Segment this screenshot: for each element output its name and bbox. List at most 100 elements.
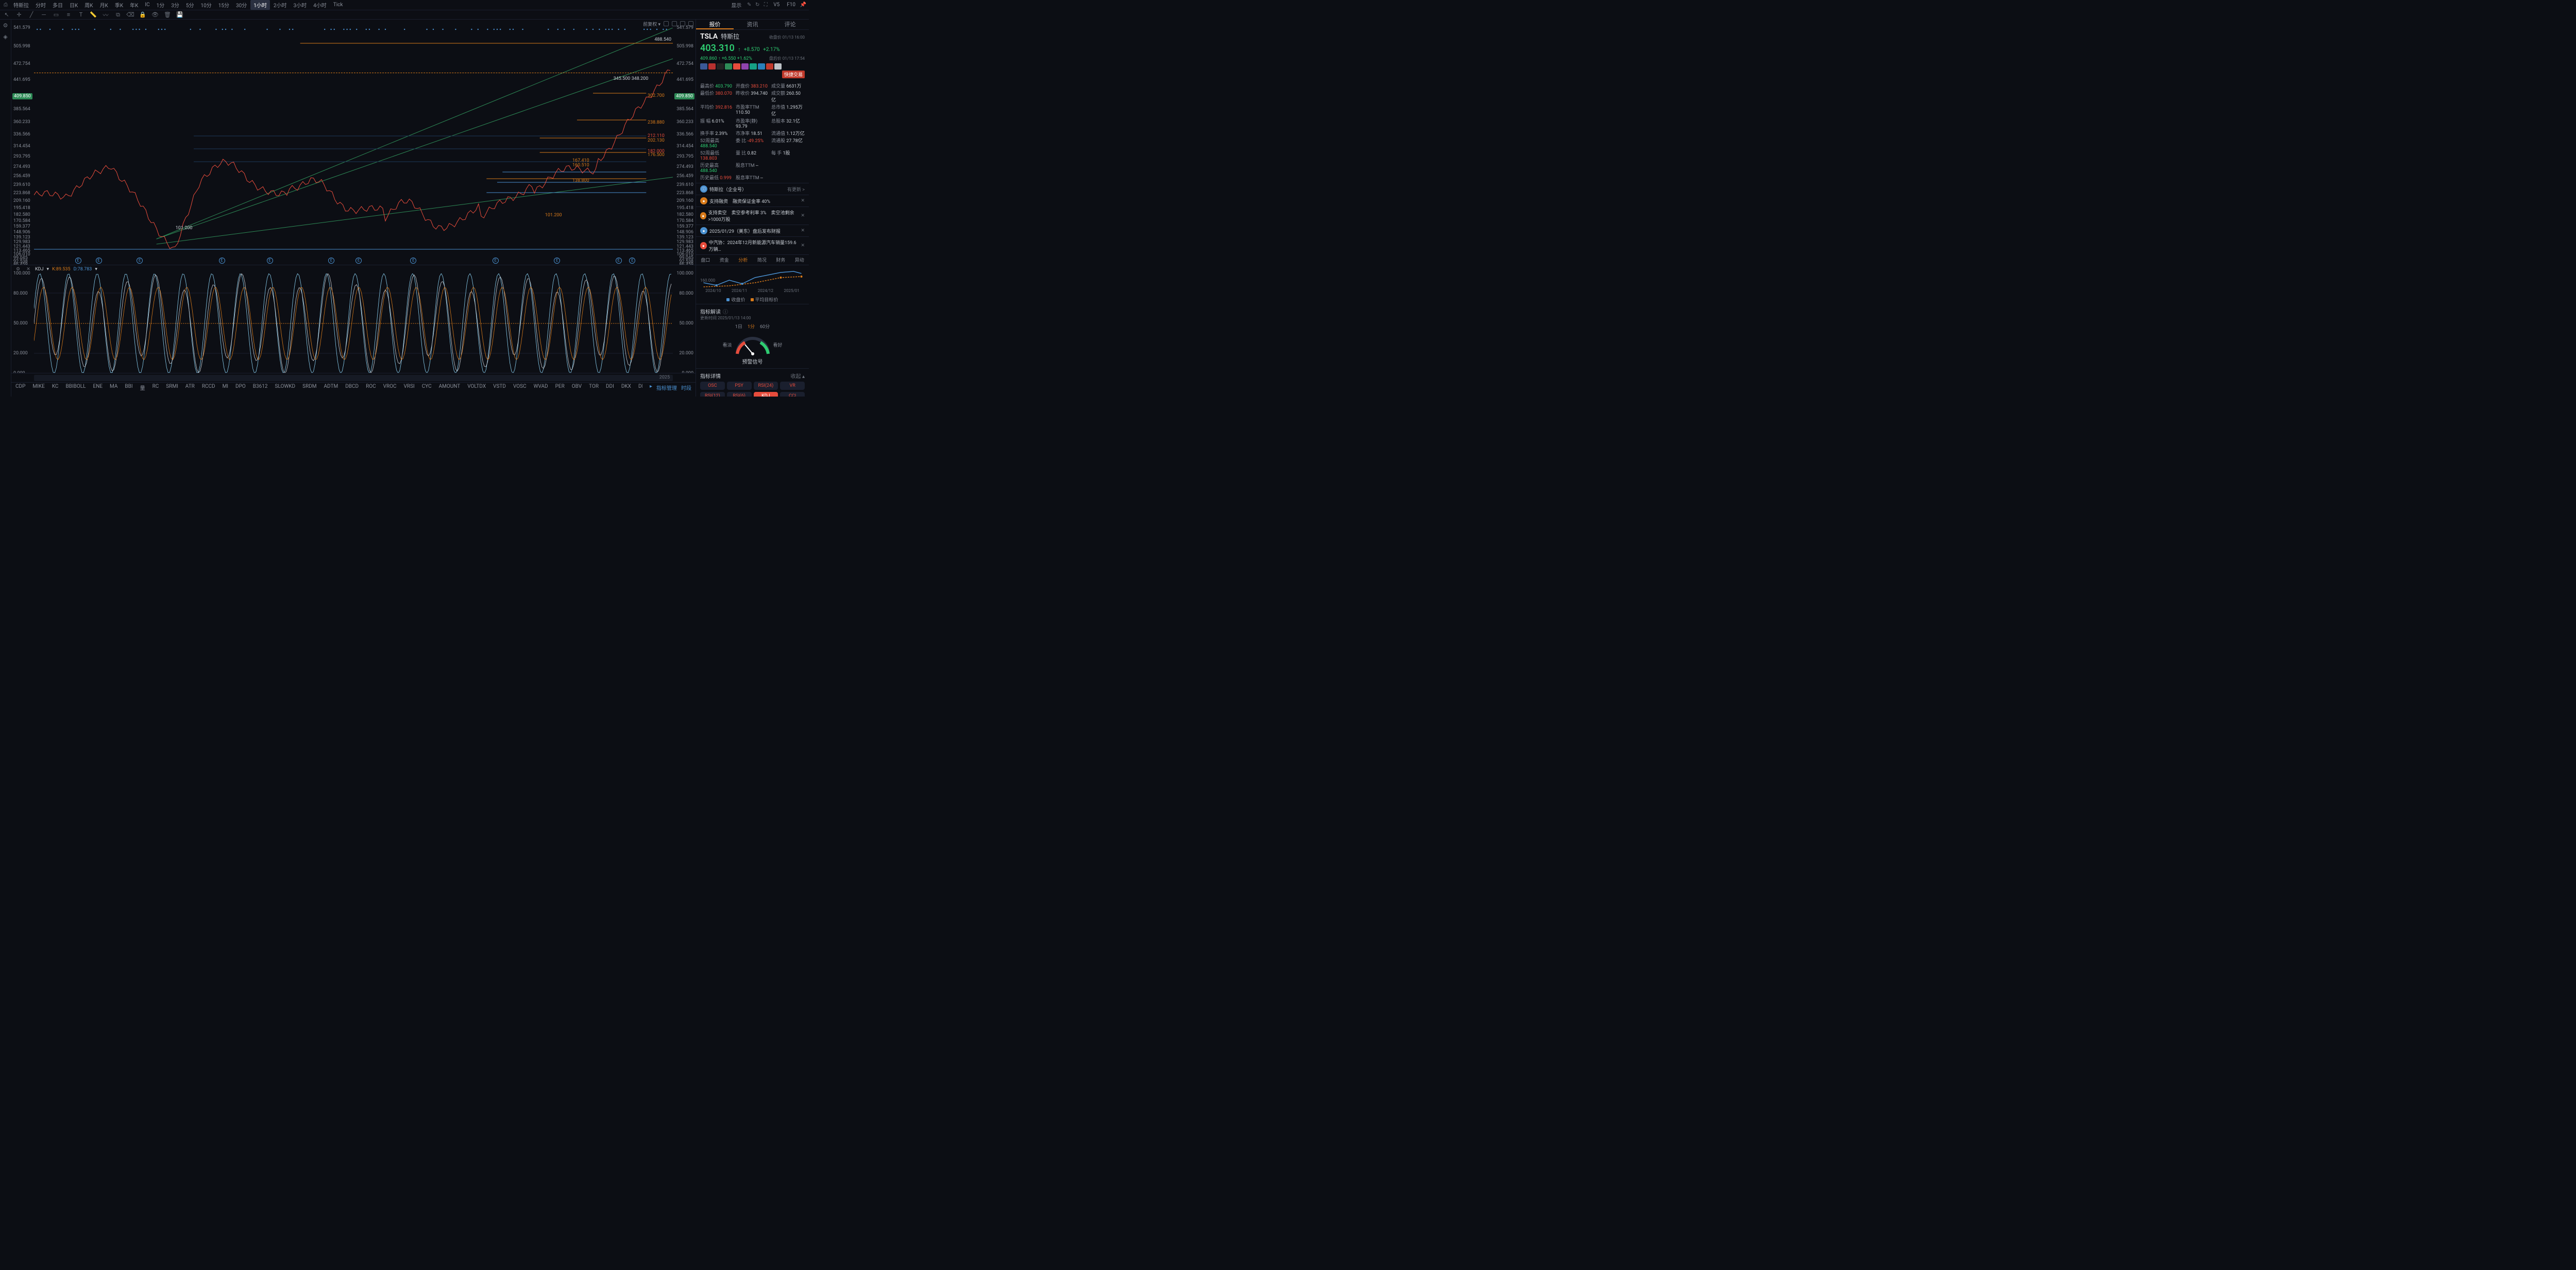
indicator-SRDM[interactable]: SRDM bbox=[302, 384, 316, 391]
fib-icon[interactable]: ≡ bbox=[65, 11, 72, 19]
v5-button[interactable]: V5 bbox=[770, 1, 783, 9]
earnings-marker[interactable]: E bbox=[267, 258, 273, 264]
fuquan-dropdown[interactable]: 前复权 ▾ bbox=[643, 21, 660, 27]
enterprise-row[interactable]: ●支持融资 融资保证金率 40%✕ bbox=[696, 195, 809, 207]
indicator-manage[interactable]: 指标管理 bbox=[656, 384, 677, 391]
info-badge[interactable] bbox=[717, 63, 724, 70]
info-badge[interactable] bbox=[774, 63, 782, 70]
trend-line-icon[interactable]: ╱ bbox=[28, 11, 35, 19]
indicator-SRMI[interactable]: SRMI bbox=[166, 384, 178, 391]
magnet-icon[interactable]: ⧉ bbox=[114, 11, 122, 19]
day-tab-1日[interactable]: 1日 bbox=[735, 323, 742, 330]
indicator-DMI[interactable]: DMI bbox=[638, 384, 642, 391]
cursor-icon[interactable]: ↖ bbox=[3, 11, 10, 19]
indicator-KC[interactable]: KC bbox=[52, 384, 59, 391]
enterprise-row[interactable]: ●2025/01/29（美东）盘后发布财报✕ bbox=[696, 225, 809, 236]
indicator-B3612[interactable]: B3612 bbox=[253, 384, 268, 391]
indicator-CYC[interactable]: CYC bbox=[422, 384, 432, 391]
indicator-量[interactable]: 量 bbox=[140, 384, 145, 391]
timeframe-日K[interactable]: 日K bbox=[66, 0, 81, 10]
pin-icon[interactable]: 📌 bbox=[800, 2, 807, 9]
indicator-DKX[interactable]: DKX bbox=[621, 384, 631, 391]
info-badge[interactable] bbox=[725, 63, 732, 70]
info-badge[interactable] bbox=[741, 63, 749, 70]
ind-pill-VR[interactable]: VR bbox=[780, 382, 805, 390]
enterprise-row[interactable]: ●中汽协：2024年12月新能源汽车销量159.6万辆…✕ bbox=[696, 236, 809, 254]
mini-price-chart[interactable]: 160.000 2024/102024/112024/122025/01 bbox=[700, 267, 805, 293]
enterprise-row[interactable]: ●支持卖空 卖空参考利率 3% 卖空池剩余 >1000万股✕ bbox=[696, 207, 809, 225]
indicator-CDP[interactable]: CDP bbox=[15, 384, 25, 391]
timeframe-IC[interactable]: IC bbox=[142, 1, 152, 9]
info-badge[interactable] bbox=[750, 63, 757, 70]
book-icon[interactable]: ⎙ bbox=[2, 2, 9, 9]
timeframe-年K[interactable]: 年K bbox=[127, 0, 141, 10]
timeframe-30分[interactable]: 30分 bbox=[233, 0, 250, 10]
indicator-VOLTDX[interactable]: VOLTDX bbox=[467, 384, 486, 391]
indicator-TOR[interactable]: TOR bbox=[589, 384, 599, 391]
timeframe-月K[interactable]: 月K bbox=[97, 0, 111, 10]
indicator-DPO[interactable]: DPO bbox=[235, 384, 246, 391]
info-badge[interactable] bbox=[766, 63, 773, 70]
timeframe-2小时[interactable]: 2小时 bbox=[270, 0, 290, 10]
sub-tab-异动[interactable]: 异动 bbox=[790, 255, 809, 265]
indicator-MIKE[interactable]: MIKE bbox=[32, 384, 44, 391]
hline-icon[interactable]: ─ bbox=[40, 11, 47, 19]
list-icon[interactable] bbox=[664, 21, 669, 26]
kdj-chart[interactable]: 100.00080.00050.00020.0000.000 100.00080… bbox=[11, 273, 696, 373]
ind-pill-OSC[interactable]: OSC bbox=[700, 382, 725, 390]
timeframe-15分[interactable]: 15分 bbox=[215, 0, 232, 10]
time-session[interactable]: 时段 bbox=[681, 384, 691, 391]
ind-pill-RSI(24)[interactable]: RSI(24) bbox=[754, 382, 778, 390]
indicator-RC[interactable]: RC bbox=[152, 384, 159, 391]
ind-pill-PSY[interactable]: PSY bbox=[727, 382, 752, 390]
text-icon[interactable]: T bbox=[77, 11, 84, 19]
timeframe-10分[interactable]: 10分 bbox=[198, 0, 215, 10]
indicator-BBI[interactable]: BBI bbox=[125, 384, 132, 391]
indicator-DDI[interactable]: DDI bbox=[606, 384, 614, 391]
sub-tab-盘口[interactable]: 盘口 bbox=[696, 255, 715, 265]
earnings-marker[interactable]: E bbox=[96, 258, 102, 264]
indicator-ADTM[interactable]: ADTM bbox=[324, 384, 338, 391]
f10-button[interactable]: F10 bbox=[784, 1, 799, 9]
timeframe-3分[interactable]: 3分 bbox=[168, 0, 182, 10]
rect-icon[interactable]: ▭ bbox=[53, 11, 60, 19]
sub-tab-资金[interactable]: 资金 bbox=[715, 255, 734, 265]
indicator-VRSI[interactable]: VRSI bbox=[404, 384, 415, 391]
indicator-ENE[interactable]: ENE bbox=[93, 384, 103, 391]
eraser-icon[interactable]: ⌫ bbox=[127, 11, 134, 19]
display-menu[interactable]: 显示 bbox=[728, 0, 744, 10]
indicator-DBCD[interactable]: DBCD bbox=[345, 384, 359, 391]
ind-pill-RSI(12)[interactable]: RSI(12) bbox=[700, 392, 725, 397]
indicator-ATR[interactable]: ATR bbox=[185, 384, 195, 391]
ind-detail-toggle[interactable]: 收起 ▴ bbox=[791, 372, 805, 380]
ind-pill-CCI[interactable]: CCI bbox=[780, 392, 805, 397]
earnings-marker[interactable]: E bbox=[75, 258, 81, 264]
info-badge[interactable] bbox=[733, 63, 740, 70]
timeframe-1分[interactable]: 1分 bbox=[154, 0, 168, 10]
ind-pill-RSI(6)[interactable]: RSI(6) bbox=[727, 392, 752, 397]
earnings-marker[interactable]: E bbox=[328, 258, 334, 264]
indicator-AMOUNT[interactable]: AMOUNT bbox=[439, 384, 461, 391]
timeframe-Tick[interactable]: Tick bbox=[330, 1, 346, 9]
settings-icon[interactable]: ⚙ bbox=[2, 22, 9, 29]
ind-pill-KDJ[interactable]: KDJ bbox=[754, 392, 778, 397]
ruler-icon[interactable]: 📏 bbox=[90, 11, 97, 19]
earnings-marker[interactable]: E bbox=[493, 258, 499, 264]
tab-quote[interactable]: 报价 bbox=[696, 20, 734, 29]
timeframe-季K[interactable]: 季K bbox=[112, 0, 126, 10]
help-icon[interactable]: ⓘ bbox=[723, 307, 728, 315]
info-badge[interactable] bbox=[708, 63, 716, 70]
indicator-PER[interactable]: PER bbox=[555, 384, 565, 391]
info-badge[interactable] bbox=[758, 63, 765, 70]
info-badge[interactable] bbox=[700, 63, 707, 70]
timeframe-3小时[interactable]: 3小时 bbox=[291, 0, 310, 10]
timeframe-1小时[interactable]: 1小时 bbox=[250, 0, 270, 10]
sub-tab-分析[interactable]: 分析 bbox=[734, 255, 753, 265]
fast-trade-button[interactable]: 快捷交易 bbox=[782, 71, 805, 78]
timeframe-4小时[interactable]: 4小时 bbox=[310, 0, 330, 10]
save-icon[interactable]: 💾 bbox=[176, 11, 183, 19]
trash-icon[interactable]: 🗑 bbox=[164, 11, 171, 19]
indicator-RCCD[interactable]: RCCD bbox=[202, 384, 215, 391]
timeframe-分时[interactable]: 分时 bbox=[32, 0, 49, 10]
indicator-OBV[interactable]: OBV bbox=[572, 384, 582, 391]
